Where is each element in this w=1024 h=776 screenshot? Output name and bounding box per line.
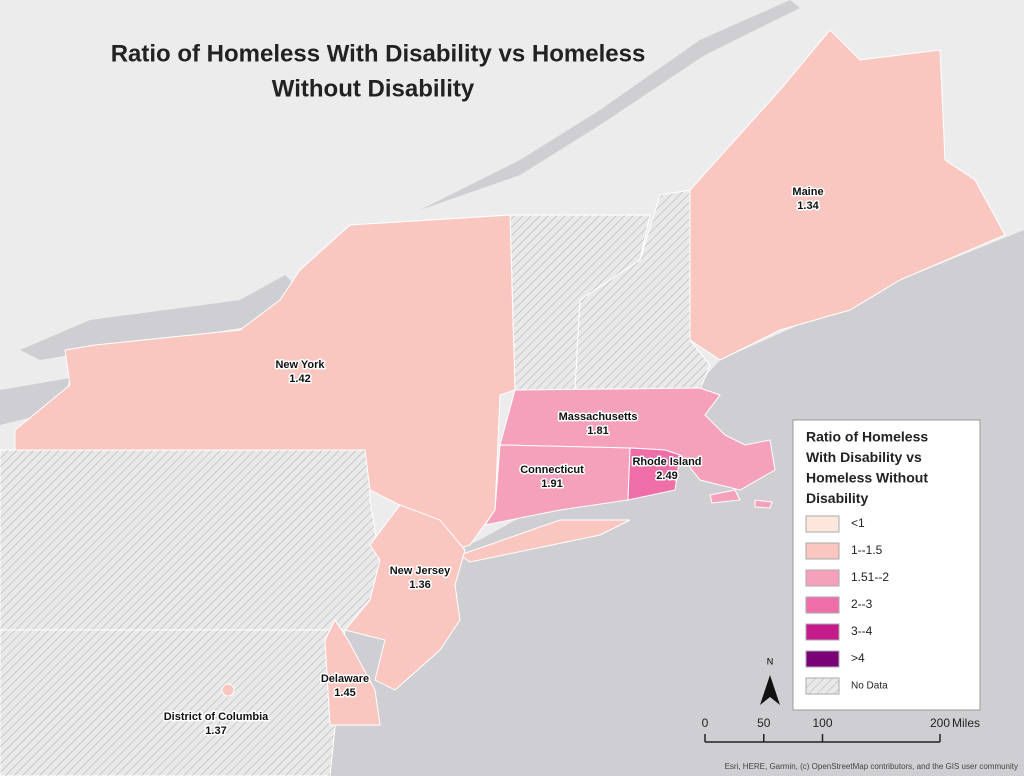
scale-label: 100: [812, 716, 832, 730]
state-name: Massachusetts: [559, 411, 638, 423]
scale-bar: 0 50 100 200 Miles: [702, 716, 980, 743]
state-value: 2.49: [656, 470, 677, 482]
new-york: [14, 214, 631, 563]
title-line: Without Disability: [272, 75, 475, 102]
state-name: Connecticut: [520, 464, 584, 476]
legend-title: Ratio of Homeless: [806, 429, 928, 445]
pennsylvania: [0, 449, 381, 631]
state-value: 1.42: [289, 373, 310, 385]
legend-label: 2--3: [851, 597, 873, 611]
legend-label: <1: [851, 516, 865, 530]
legend-title: Homeless Without: [806, 470, 928, 486]
rhode-island: [627, 447, 681, 501]
district-of-columbia: [221, 683, 235, 697]
st-lawrence: [420, 0, 800, 210]
attribution: Esri, HERE, Garmin, (c) OpenStreetMap co…: [725, 762, 1018, 771]
state-value: 1.36: [409, 579, 430, 591]
legend-label: >4: [851, 651, 865, 665]
lake-erie: [0, 378, 70, 425]
state-name: New York: [275, 359, 325, 371]
north-arrow: [760, 675, 780, 705]
north-label: N: [767, 656, 774, 666]
state-value: 1.45: [334, 687, 355, 699]
legend: Ratio of Homeless With Disability vs Homel…: [805, 429, 928, 695]
title-line: Ratio of Homeless With Disability vs Hom…: [111, 40, 646, 67]
legend-swatch: [805, 623, 840, 641]
legend-swatch: [805, 596, 840, 614]
legend-swatch: [805, 677, 840, 695]
state-name: Delaware: [321, 673, 369, 685]
state-value: 1.34: [797, 200, 819, 212]
legend-label: 1--1.5: [851, 543, 883, 557]
new-jersey: [344, 504, 466, 691]
state-name: District of Columbia: [164, 711, 269, 723]
legend-title: With Disability vs: [806, 449, 922, 465]
scale-label: 0: [702, 716, 709, 730]
scale-unit: Miles: [952, 716, 980, 730]
state-name: New Jersey: [390, 565, 451, 577]
legend-swatch: [805, 515, 840, 533]
legend-label: 1.51--2: [851, 570, 889, 584]
state-name: Maine: [792, 186, 823, 198]
state-value: 1.81: [587, 425, 608, 437]
legend-swatch: [805, 650, 840, 668]
delaware: [324, 618, 381, 726]
state-labels: Maine 1.34 New York 1.42 Massachusetts 1.81 Co…: [162, 184, 825, 738]
legend-swatch: [805, 569, 840, 587]
legend-label: No Data: [851, 681, 888, 692]
scale-label: 50: [757, 716, 771, 730]
state-value: 1.37: [205, 725, 226, 737]
legend-title: Disability: [806, 490, 868, 506]
state-name: Rhode Island: [632, 456, 701, 468]
scale-label: 200: [930, 716, 950, 730]
maryland-virginia: [0, 629, 346, 776]
maine: [689, 29, 1006, 361]
legend-label: 3--4: [851, 624, 873, 638]
lake-ontario: [20, 275, 300, 360]
title: Ratio of Homeless With Disability vs Hom…: [111, 40, 646, 102]
state-value: 1.91: [541, 478, 562, 490]
legend-swatch: [805, 542, 840, 560]
